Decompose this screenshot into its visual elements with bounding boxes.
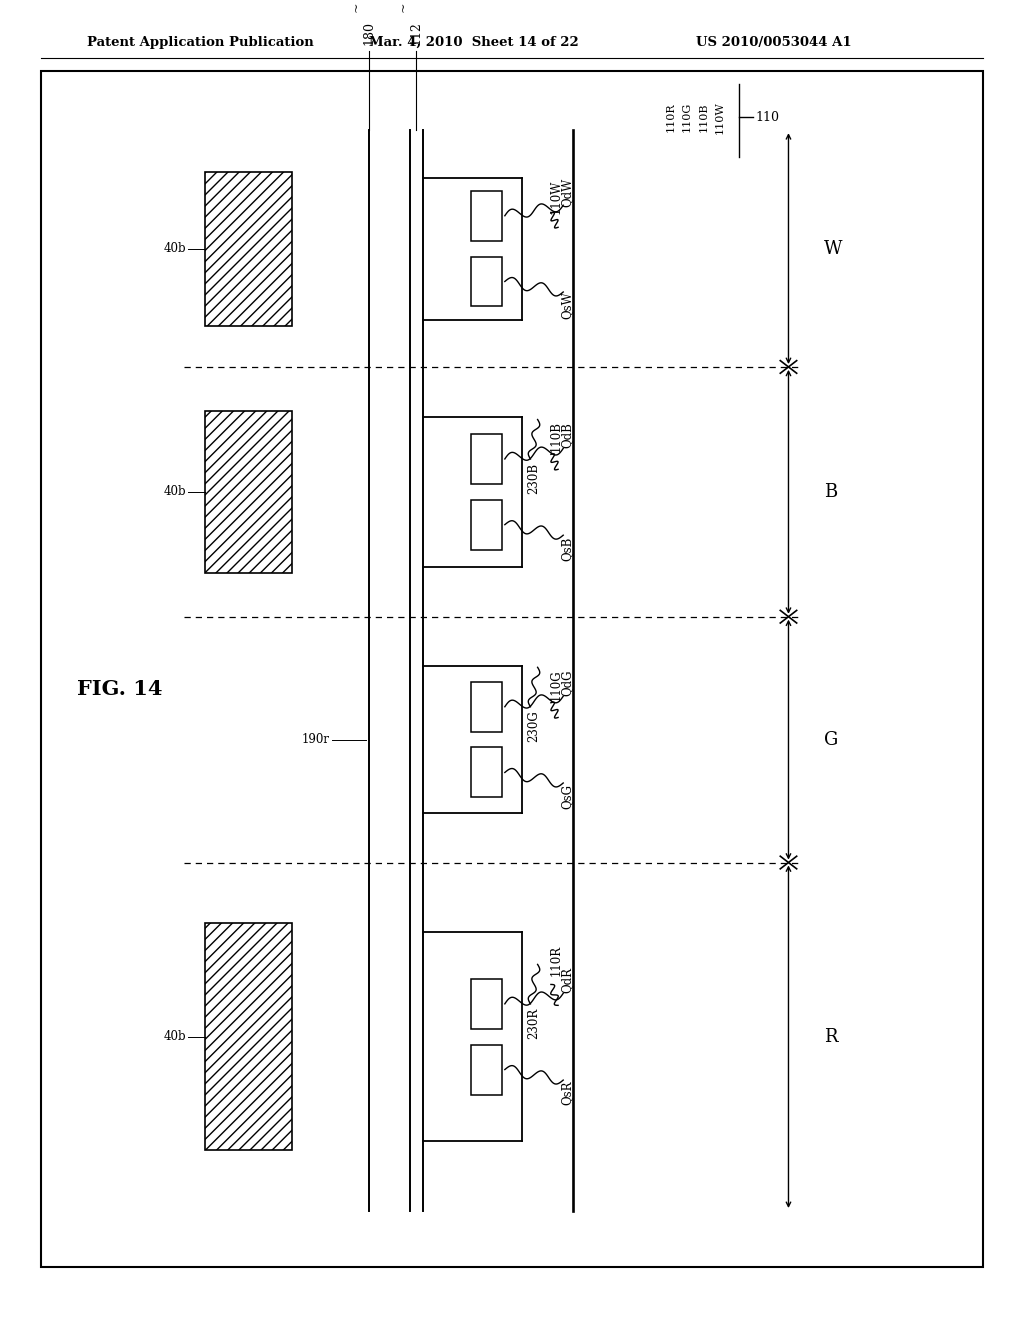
Text: 110W: 110W	[550, 180, 562, 214]
Bar	[471, 500, 502, 549]
Bar	[205, 172, 292, 326]
Text: ~: ~	[350, 1, 362, 12]
Text: 110B: 110B	[550, 421, 562, 453]
Text: Mar. 4, 2010  Sheet 14 of 22: Mar. 4, 2010 Sheet 14 of 22	[369, 36, 579, 49]
Text: 110G: 110G	[550, 669, 562, 701]
Text: QsR: QsR	[561, 1081, 573, 1105]
Text: W: W	[824, 240, 843, 257]
Bar	[471, 256, 502, 306]
Text: QsG: QsG	[561, 784, 573, 809]
Text: QdW: QdW	[561, 177, 573, 207]
Text: 110B: 110B	[698, 103, 709, 132]
Text: QdB: QdB	[561, 422, 573, 449]
Bar	[471, 434, 502, 484]
Text: 40b: 40b	[164, 1030, 186, 1043]
Text: FIG. 14: FIG. 14	[77, 678, 162, 700]
Text: 110R: 110R	[550, 945, 562, 975]
Text: 230R: 230R	[527, 1008, 540, 1039]
Text: G: G	[824, 730, 839, 748]
Bar	[471, 1044, 502, 1094]
Text: ~: ~	[397, 1, 410, 12]
Text: 180: 180	[362, 21, 375, 45]
Text: 190r: 190r	[302, 733, 330, 746]
Text: 40b: 40b	[164, 242, 186, 255]
Text: R: R	[824, 1028, 838, 1045]
Text: US 2010/0053044 A1: US 2010/0053044 A1	[696, 36, 852, 49]
Bar	[471, 979, 502, 1028]
Text: 112: 112	[410, 21, 422, 45]
Text: Patent Application Publication: Patent Application Publication	[87, 36, 313, 49]
Text: QdG: QdG	[561, 669, 573, 697]
Text: QsW: QsW	[561, 292, 573, 319]
Text: 230B: 230B	[527, 463, 540, 494]
Text: 110R: 110R	[666, 103, 676, 132]
Bar	[471, 191, 502, 240]
Bar	[205, 411, 292, 573]
Text: QsB: QsB	[561, 536, 573, 561]
Text: 110G: 110G	[682, 102, 692, 132]
Bar	[205, 924, 292, 1150]
Text: B: B	[824, 483, 838, 500]
Text: QdR: QdR	[561, 968, 573, 993]
Bar	[471, 681, 502, 731]
Text: 230G: 230G	[527, 710, 540, 742]
Text: 110: 110	[756, 111, 779, 124]
Bar	[471, 747, 502, 797]
Text: 40b: 40b	[164, 486, 186, 499]
Text: 110W: 110W	[715, 100, 725, 133]
